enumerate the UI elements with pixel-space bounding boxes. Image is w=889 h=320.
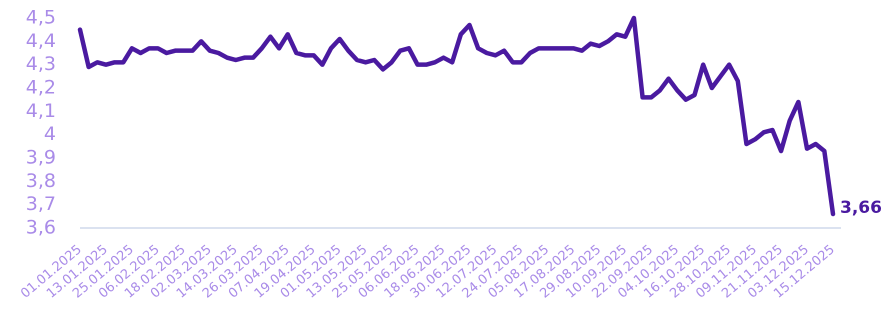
- y-tick-label: 4,2: [26, 77, 56, 99]
- y-tick-label: 3,9: [26, 147, 56, 169]
- y-tick-label: 3,8: [26, 170, 56, 192]
- y-tick-label: 4: [44, 123, 56, 145]
- y-tick-label: 3,6: [26, 217, 56, 239]
- y-tick-label: 4,3: [26, 53, 56, 75]
- y-tick-label: 3,7: [26, 193, 56, 215]
- y-tick-label: 4,4: [26, 30, 56, 52]
- y-tick-label: 4,5: [26, 7, 56, 29]
- y-tick-label: 4,1: [26, 100, 56, 122]
- value-label: 3,66: [840, 198, 882, 218]
- line: [77, 15, 836, 217]
